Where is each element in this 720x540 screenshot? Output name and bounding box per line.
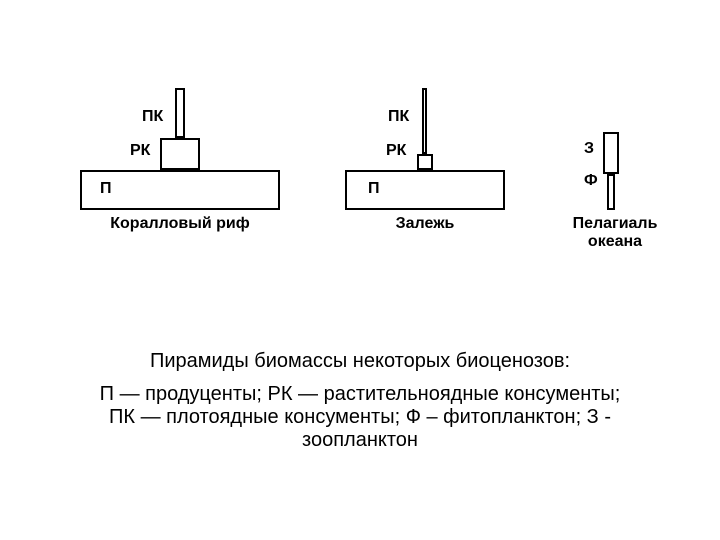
pelagic-f-box bbox=[607, 174, 615, 210]
fallow-name: Залежь bbox=[345, 215, 505, 233]
pelagic-z-box bbox=[603, 132, 619, 174]
reef-name: Коралловый риф bbox=[80, 215, 280, 233]
reef-rk-box bbox=[160, 138, 200, 170]
pelagic-z-label: З bbox=[584, 140, 594, 158]
pelagic-name: Пелагиаль океана bbox=[555, 215, 675, 251]
reef-rk-label: РК bbox=[130, 142, 150, 160]
fallow-pk-label: ПК bbox=[388, 108, 409, 126]
fallow-pk-box bbox=[422, 88, 427, 154]
reef-producers-label: П bbox=[100, 180, 112, 198]
reef-pk-box bbox=[175, 88, 185, 138]
diagram-canvas: П РК ПК Коралловый риф П РК ПК Залежь Ф … bbox=[0, 0, 720, 540]
reef-pk-label: ПК bbox=[142, 108, 163, 126]
caption-line2: П — продуценты; РК — растительноядные ко… bbox=[90, 383, 630, 452]
caption-block: Пирамиды биомассы некоторых биоценозов: … bbox=[90, 350, 630, 452]
fallow-rk-box bbox=[417, 154, 433, 170]
caption-line1: Пирамиды биомассы некоторых биоценозов: bbox=[90, 350, 630, 373]
fallow-rk-label: РК bbox=[386, 142, 406, 160]
fallow-producers-label: П bbox=[368, 180, 380, 198]
pelagic-f-label: Ф bbox=[584, 172, 598, 190]
